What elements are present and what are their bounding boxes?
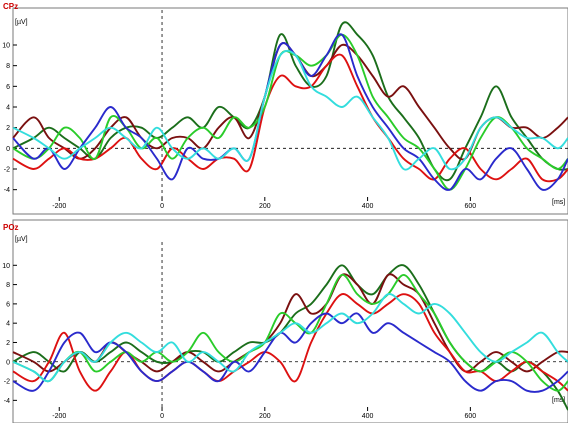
panel-frame <box>12 219 568 423</box>
x-tick-label: 400 <box>362 413 374 420</box>
y-tick-label: 2 <box>6 125 10 132</box>
y-tick-label: 6 <box>6 301 10 308</box>
erp-series-line <box>12 21 568 182</box>
panel-frame <box>12 7 568 215</box>
y-tick-label: 8 <box>6 282 10 289</box>
erp-series-line <box>12 53 568 183</box>
y-tick-label: 8 <box>6 63 10 70</box>
y-tick-label: -4 <box>4 398 10 405</box>
y-axis-ticks: -4 -2 0 2 4 6 8 10 <box>2 263 17 405</box>
channel-title: CPz <box>3 2 18 11</box>
erp-series-line <box>12 293 568 383</box>
y-tick-label: 10 <box>2 263 10 270</box>
y-tick-label: 0 <box>6 146 10 153</box>
y-tick-label: -2 <box>4 167 10 174</box>
y-tick-label: 10 <box>2 43 10 50</box>
y-unit-label: [µV] <box>15 236 28 243</box>
x-tick-label: 200 <box>259 413 271 420</box>
panel-poz: POz [µV] [ms] -4 -2 0 2 4 6 8 10 -200 0 200 400 600 <box>2 219 568 423</box>
y-axis-ticks: -4 -2 0 2 4 6 8 10 <box>2 43 17 194</box>
series-layer <box>12 21 568 191</box>
y-tick-label: 4 <box>6 321 10 328</box>
x-tick-label: 0 <box>160 203 164 210</box>
y-tick-label: -4 <box>4 187 10 194</box>
x-tick-label: 600 <box>465 203 477 210</box>
x-unit-label: [ms] <box>552 199 565 206</box>
y-tick-label: 0 <box>6 359 10 366</box>
x-tick-label: -200 <box>52 203 66 210</box>
x-axis-ticks: -200 0 200 400 600 <box>52 407 476 420</box>
x-tick-label: 400 <box>362 203 374 210</box>
x-tick-label: 0 <box>160 413 164 420</box>
x-tick-label: 200 <box>259 203 271 210</box>
erp-series-line <box>12 49 568 171</box>
zero-lines <box>13 242 568 410</box>
y-tick-label: 6 <box>6 84 10 91</box>
panel-cpz: CPz [µV] [ms] -4 -2 0 2 4 6 8 10 -200 0 200 400 600 <box>2 2 568 215</box>
x-tick-label: 600 <box>465 413 477 420</box>
y-tick-label: 4 <box>6 105 10 112</box>
y-unit-label: [µV] <box>15 19 28 26</box>
channel-title: POz <box>3 223 19 232</box>
y-tick-label: -2 <box>4 379 10 386</box>
y-tick-label: 2 <box>6 340 10 347</box>
x-unit-label: [ms] <box>552 397 565 404</box>
x-tick-label: -200 <box>52 413 66 420</box>
series-layer <box>12 264 568 411</box>
